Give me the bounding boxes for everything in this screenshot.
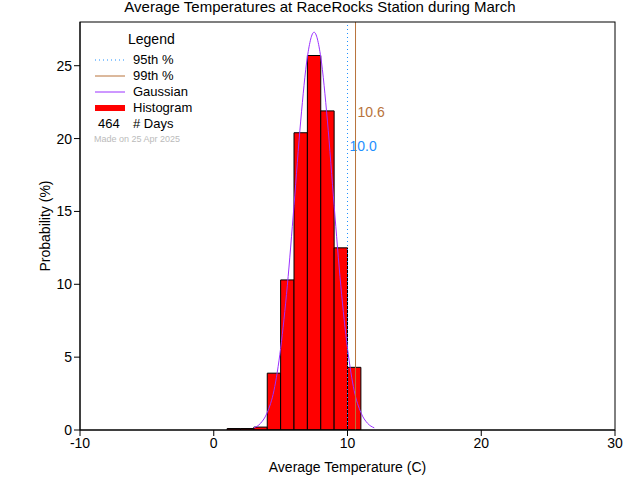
svg-text:-10: -10 [70,435,90,451]
svg-text:30: 30 [607,435,623,451]
svg-text:Legend: Legend [128,31,175,47]
svg-text:Average Temperature (C): Average Temperature (C) [269,459,426,475]
svg-text:Probability (%): Probability (%) [37,180,53,271]
svg-text:25: 25 [56,58,72,74]
svg-text:# Days: # Days [133,116,174,131]
svg-text:99th %: 99th % [133,68,174,83]
svg-text:10.6: 10.6 [358,104,385,120]
svg-text:15: 15 [56,203,72,219]
svg-text:20: 20 [473,435,489,451]
svg-text:Histogram: Histogram [133,100,192,115]
svg-text:20: 20 [56,131,72,147]
svg-text:Average Temperatures at RaceRo: Average Temperatures at RaceRocks Statio… [124,0,515,15]
svg-text:95th %: 95th % [133,52,174,67]
svg-text:464: 464 [98,116,120,131]
svg-text:0: 0 [64,422,72,438]
svg-text:Gaussian: Gaussian [133,84,188,99]
svg-text:0: 0 [210,435,218,451]
svg-text:10: 10 [340,435,356,451]
svg-text:5: 5 [64,349,72,365]
svg-text:10: 10 [56,276,72,292]
svg-text:10.0: 10.0 [350,138,377,154]
svg-text:Made on 25 Apr 2025: Made on 25 Apr 2025 [94,134,180,144]
